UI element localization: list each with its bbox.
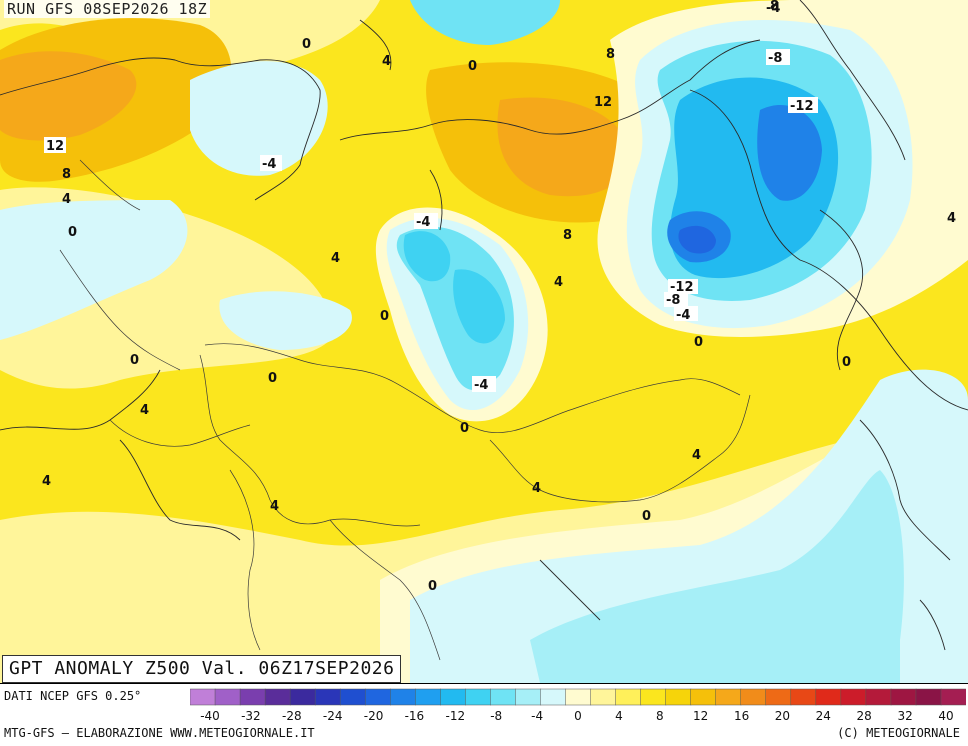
contour-label: 8 (606, 47, 615, 62)
scale-tick-label: -28 (282, 709, 302, 723)
color-swatch (641, 689, 666, 705)
color-swatch (666, 689, 691, 705)
contour-label: 0 (428, 579, 437, 594)
contour-label: 4 (532, 481, 541, 496)
color-swatch (691, 689, 716, 705)
run-label: RUN GFS 08SEP2026 18Z (4, 0, 210, 18)
contour-label: 0 (642, 509, 651, 524)
contour-label: 12 (594, 95, 612, 110)
color-scale-swatches (190, 689, 966, 705)
contour-label: -12 (790, 99, 814, 114)
contour-label: 4 (270, 499, 279, 514)
footer-credit: MTG-GFS — ELABORAZIONE WWW.METEOGIORNALE… (4, 726, 315, 740)
scale-tick-label: 12 (693, 709, 708, 723)
color-swatch (315, 689, 340, 705)
color-swatch (465, 689, 490, 705)
contour-label: -4 (416, 215, 430, 230)
color-swatch (791, 689, 816, 705)
contour-label: 0 (842, 355, 851, 370)
scale-tick-label: -16 (405, 709, 425, 723)
contour-label: 0 (694, 335, 703, 350)
contour-label: 12 (46, 139, 64, 154)
scale-tick-label: -20 (364, 709, 384, 723)
contour-label: -4 (262, 157, 276, 172)
contour-label: 0 (302, 37, 311, 52)
color-swatch (591, 689, 616, 705)
color-swatch (290, 689, 315, 705)
color-swatch (240, 689, 265, 705)
color-swatch (716, 689, 741, 705)
color-swatch (891, 689, 916, 705)
color-swatch (616, 689, 641, 705)
contour-label: 0 (268, 371, 277, 386)
color-swatch (440, 689, 465, 705)
color-swatch (215, 689, 240, 705)
anomaly-map: -4 0 4 0 8 12 8 12 8 4 0 -4 4 0 -4 -8 -1… (0, 0, 968, 683)
color-swatch (766, 689, 791, 705)
scale-tick-label: 0 (574, 709, 582, 723)
color-swatch (365, 689, 390, 705)
color-swatch (540, 689, 565, 705)
scale-tick-label: 20 (775, 709, 790, 723)
scale-tick-label: 24 (816, 709, 831, 723)
map-title: GPT ANOMALY Z500 Val. 06Z17SEP2026 (2, 655, 401, 683)
scale-tick-label: 16 (734, 709, 749, 723)
scale-tick-label: -12 (445, 709, 465, 723)
legend-panel: DATI NCEP GFS 0.25° -40-32-28-24-20-16-1… (0, 683, 968, 746)
color-swatch (415, 689, 440, 705)
contour-label: 8 (563, 228, 572, 243)
color-swatch (265, 689, 290, 705)
contour-label: -8 (666, 293, 680, 308)
contour-label: -4 (766, 1, 780, 16)
color-swatch (515, 689, 540, 705)
color-swatch (190, 689, 215, 705)
color-swatch (816, 689, 841, 705)
scale-tick-label: 4 (615, 709, 623, 723)
color-swatch (841, 689, 866, 705)
scale-tick-label: -24 (323, 709, 343, 723)
color-swatch (490, 689, 515, 705)
contour-label: 0 (460, 421, 469, 436)
contour-label: 4 (140, 403, 149, 418)
color-swatch (916, 689, 941, 705)
contour-label: 4 (382, 54, 391, 69)
scale-tick-label: -32 (241, 709, 261, 723)
scale-tick-label: 32 (897, 709, 912, 723)
scale-tick-label: -4 (531, 709, 543, 723)
contour-label: 4 (42, 474, 51, 489)
scale-tick-label: -40 (200, 709, 220, 723)
color-swatch (866, 689, 891, 705)
contour-label: 4 (947, 211, 956, 226)
color-swatch (565, 689, 590, 705)
contour-label: 0 (380, 309, 389, 324)
color-swatch (340, 689, 365, 705)
footer-copyright: (C) METEOGIORNALE (837, 726, 960, 740)
contour-label: 0 (468, 59, 477, 74)
contour-label: -4 (474, 378, 488, 393)
contour-label: -8 (768, 51, 782, 66)
data-source: DATI NCEP GFS 0.25° (4, 689, 141, 703)
contour-label: 0 (68, 225, 77, 240)
contour-label: 4 (554, 275, 563, 290)
scale-tick-label: 8 (656, 709, 664, 723)
scale-tick-label: -8 (490, 709, 502, 723)
contour-label: -4 (676, 308, 690, 323)
color-swatch (941, 689, 966, 705)
contour-label: 0 (130, 353, 139, 368)
color-swatch (741, 689, 766, 705)
contour-label: 4 (62, 192, 71, 207)
contour-label: 8 (62, 167, 71, 182)
contour-label: 4 (331, 251, 340, 266)
scale-tick-label: 28 (857, 709, 872, 723)
contour-label: 4 (692, 448, 701, 463)
scale-tick-label: 40 (938, 709, 953, 723)
color-swatch (390, 689, 415, 705)
